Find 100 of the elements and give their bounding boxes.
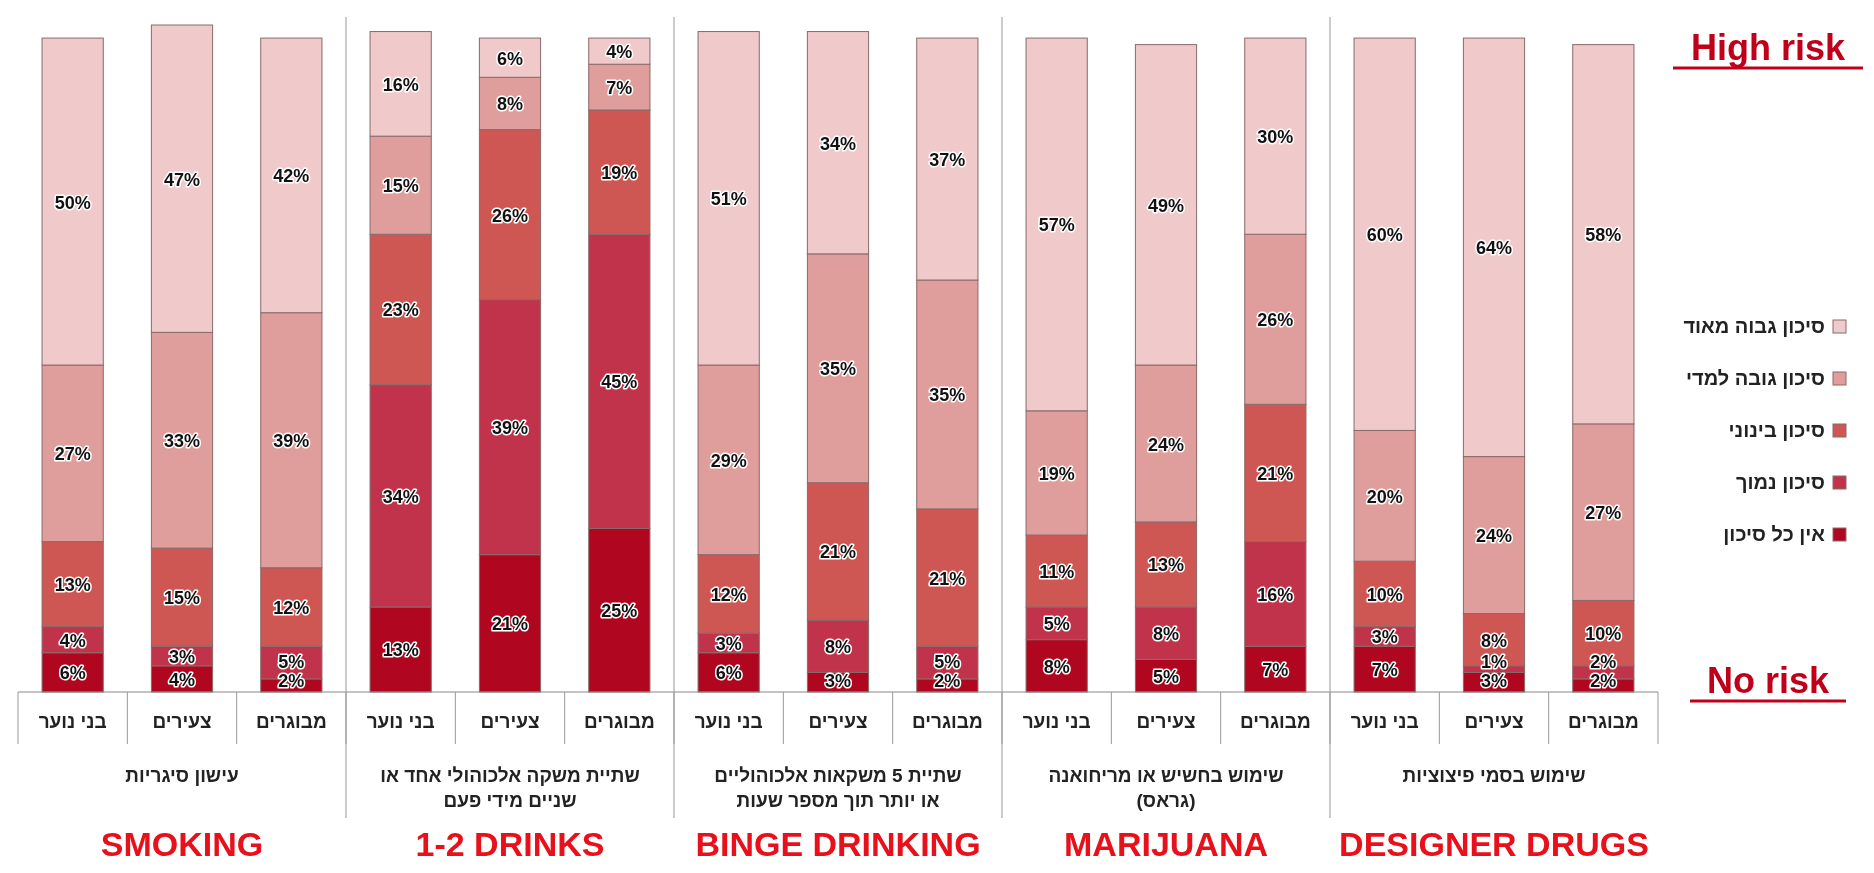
data-label: 2% bbox=[1590, 652, 1617, 672]
x-tick-label: צעירים bbox=[808, 711, 868, 732]
data-label: 24% bbox=[1475, 526, 1513, 547]
data-label: 26% bbox=[491, 205, 529, 226]
data-label: 15% bbox=[163, 588, 201, 609]
data-label: 15% bbox=[382, 176, 419, 197]
x-tick-label: מבוגרים bbox=[1567, 711, 1639, 732]
data-label: 21% bbox=[929, 568, 966, 589]
data-label: 5% bbox=[278, 652, 305, 672]
data-label: 27% bbox=[1585, 503, 1622, 524]
data-label: 21% bbox=[1257, 463, 1294, 484]
x-tick-label: בני נוער bbox=[1350, 711, 1419, 732]
data-label: 37% bbox=[929, 150, 966, 171]
data-label: 24% bbox=[1147, 434, 1185, 455]
data-label: 60% bbox=[1366, 225, 1403, 246]
data-label: 8% bbox=[1152, 624, 1180, 645]
x-tick-label: בני נוער bbox=[694, 711, 763, 732]
data-label: 16% bbox=[1257, 584, 1294, 605]
data-label: 4% bbox=[59, 630, 86, 651]
data-label: 5% bbox=[1152, 666, 1180, 687]
data-label: 3% bbox=[1371, 627, 1398, 648]
legend-label: סיכון נמוך bbox=[1736, 471, 1825, 493]
x-tick-label: צעירים bbox=[152, 711, 212, 732]
data-label: 20% bbox=[1366, 486, 1403, 507]
text: High risk bbox=[1690, 27, 1846, 68]
data-label: 10% bbox=[1366, 584, 1403, 605]
data-label: 45% bbox=[601, 372, 638, 393]
data-label: 2% bbox=[278, 671, 305, 691]
x-tick-label: מבוגרים bbox=[583, 711, 655, 732]
data-label: 39% bbox=[273, 431, 310, 452]
x-tick-label: צעירים bbox=[1464, 711, 1524, 732]
data-label: 12% bbox=[273, 597, 310, 618]
text: שתיית 5 משקאות אלכוהוליים או יותר תוך מספר שעות bbox=[714, 765, 962, 811]
data-label: 7% bbox=[1262, 660, 1289, 681]
text: MARIJUANA bbox=[1064, 825, 1268, 863]
legend-label: סיכון בינוני bbox=[1728, 419, 1825, 441]
data-label: 50% bbox=[54, 192, 91, 213]
data-label: 4% bbox=[606, 42, 633, 63]
data-label: 6% bbox=[496, 48, 524, 69]
text: DESIGNER DRUGS bbox=[1339, 825, 1649, 863]
x-tick-label: בני נוער bbox=[38, 711, 107, 732]
data-label: 7% bbox=[1371, 660, 1398, 681]
x-tick-label: מבוגרים bbox=[255, 711, 327, 732]
data-label: 34% bbox=[819, 133, 857, 154]
data-label: 2% bbox=[934, 671, 961, 691]
data-label: 8% bbox=[824, 637, 852, 658]
data-label: 13% bbox=[382, 640, 419, 661]
text: No risk bbox=[1706, 660, 1830, 701]
data-label: 5% bbox=[934, 652, 961, 672]
data-label: 25% bbox=[601, 601, 638, 622]
x-tick-label: בני נוער bbox=[366, 711, 435, 732]
data-label: 1% bbox=[1480, 652, 1508, 672]
data-label: 57% bbox=[1038, 215, 1075, 236]
data-label: 10% bbox=[1585, 624, 1622, 645]
data-label: 8% bbox=[1480, 630, 1508, 651]
data-label: 4% bbox=[168, 669, 196, 690]
data-label: 13% bbox=[54, 575, 91, 596]
data-label: 16% bbox=[382, 74, 419, 95]
data-label: 12% bbox=[710, 584, 747, 605]
x-tick-label: מבוגרים bbox=[1239, 711, 1311, 732]
x-tick-label: צעירים bbox=[1136, 711, 1196, 732]
data-label: 47% bbox=[163, 169, 201, 190]
x-tick-label: מבוגרים bbox=[911, 711, 983, 732]
data-label: 33% bbox=[163, 431, 201, 452]
data-label: 6% bbox=[59, 663, 86, 684]
data-label: 51% bbox=[710, 189, 747, 210]
data-label: 23% bbox=[382, 300, 419, 321]
text: SMOKING bbox=[100, 825, 264, 863]
data-label: 7% bbox=[606, 78, 633, 99]
data-label: 5% bbox=[1043, 614, 1070, 635]
text: עישון סיגריות bbox=[125, 765, 239, 786]
data-label: 13% bbox=[1147, 555, 1185, 576]
data-label: 21% bbox=[491, 614, 529, 635]
data-label: 8% bbox=[1043, 656, 1070, 677]
data-label: 19% bbox=[1038, 463, 1075, 484]
text: שתיית משקה אלכוהולי אחד או שניים מידי פעם bbox=[380, 765, 640, 811]
data-label: 64% bbox=[1475, 238, 1513, 259]
data-label: 3% bbox=[1480, 671, 1508, 691]
data-label: 3% bbox=[715, 633, 742, 654]
data-label: 8% bbox=[496, 94, 524, 115]
data-label: 11% bbox=[1039, 562, 1075, 583]
data-label: 49% bbox=[1147, 195, 1185, 216]
data-label: 29% bbox=[710, 450, 747, 471]
legend-label: סיכון גובה למדי bbox=[1685, 367, 1825, 389]
data-label: 30% bbox=[1257, 127, 1294, 148]
data-label: 3% bbox=[824, 671, 852, 691]
data-label: 3% bbox=[168, 647, 196, 668]
x-tick-label: צעירים bbox=[480, 711, 540, 732]
data-label: 19% bbox=[601, 163, 638, 184]
text: שימוש בחשיש או מריחואנה (גראס) bbox=[1048, 765, 1284, 811]
data-label: 6% bbox=[715, 663, 742, 684]
data-label: 35% bbox=[929, 385, 966, 406]
data-label: 42% bbox=[273, 166, 310, 187]
data-label: 26% bbox=[1257, 310, 1294, 331]
text: 1-2 DRINKS bbox=[415, 825, 605, 863]
text: BINGE DRINKING bbox=[695, 825, 981, 863]
data-label: 39% bbox=[491, 418, 529, 439]
legend-label: אין כל סיכון bbox=[1723, 523, 1826, 545]
legend-label: סיכון גבוה מאוד bbox=[1683, 315, 1825, 337]
data-label: 27% bbox=[54, 444, 91, 465]
